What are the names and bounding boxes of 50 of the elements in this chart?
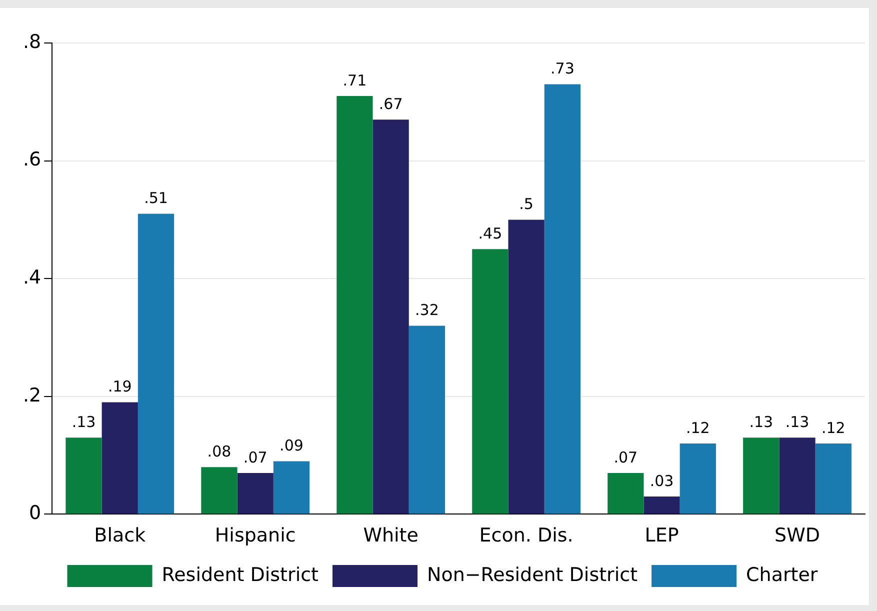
bar [680,444,716,514]
data-label: .13 [72,413,96,432]
legend-label: Non−Resident District [426,564,638,586]
bar [237,472,274,514]
x-tick-label: Econ. Dis. [479,524,574,547]
data-label: .08 [207,442,232,460]
data-label: .12 [686,418,710,437]
data-label: .71 [342,71,367,90]
bar [779,438,816,514]
data-label: .67 [378,94,403,113]
legend-label: Charter [746,564,818,586]
bar [408,326,446,514]
data-label: .07 [614,448,638,466]
y-tick-label: 0 [29,502,42,524]
bar [608,472,644,514]
data-label: .09 [280,436,304,455]
x-tick-label: White [363,524,418,547]
y-tick-label: .6 [22,148,42,171]
y-tick-label: .2 [22,384,42,406]
x-tick-label: Hispanic [214,524,296,547]
bar [544,84,580,514]
bar [743,438,780,514]
x-tick-label: LEP [644,524,679,547]
bar [336,96,373,514]
bar [644,496,680,514]
data-label: .13 [785,413,810,432]
data-label: .03 [650,472,674,490]
bar [273,461,310,514]
data-label: .12 [821,418,846,437]
data-label: .19 [108,378,132,396]
bar [472,249,508,514]
data-label: .73 [550,60,574,78]
data-label: .45 [478,224,502,243]
data-label: .32 [415,301,439,320]
bar [66,438,102,514]
data-label: .51 [144,189,168,208]
x-tick-label: SWD [774,524,820,547]
bar [201,467,238,514]
data-label: .5 [519,195,534,214]
data-label: .07 [243,448,268,466]
x-tick-label: Black [94,524,146,547]
bar [102,402,138,514]
bar [138,214,174,514]
data-label: .13 [749,413,774,432]
bar [508,220,544,514]
y-tick-label: .4 [22,266,42,289]
legend-label: Resident District [162,564,319,586]
bar [815,444,852,514]
y-tick-label: .8 [22,30,42,53]
bar [372,120,409,514]
